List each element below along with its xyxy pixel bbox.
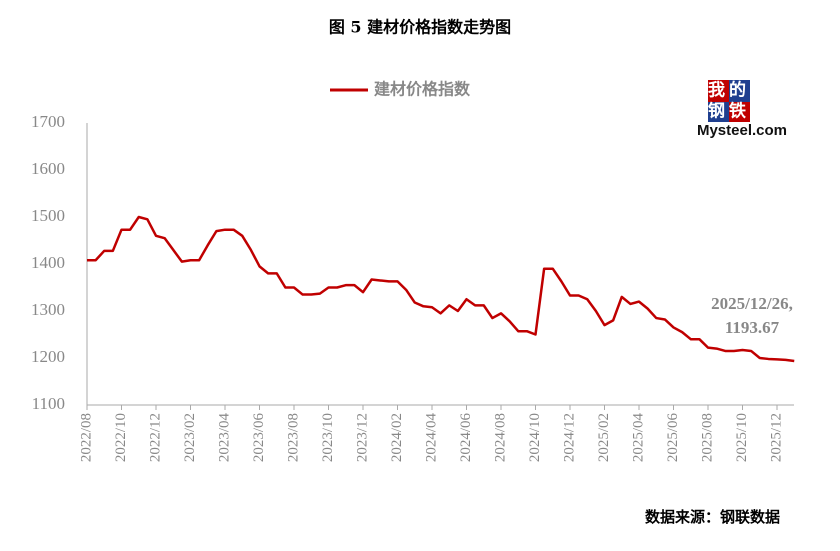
x-tick-label: 2025/02 xyxy=(596,413,612,462)
logo-block xyxy=(729,80,750,102)
logo-text: Mysteel.com xyxy=(697,122,787,139)
x-tick-label: 2025/06 xyxy=(665,413,681,463)
x-tick-label: 2022/10 xyxy=(113,413,129,462)
legend-label: 建材价格指数 xyxy=(374,80,471,99)
x-tick-label: 2024/06 xyxy=(458,413,474,463)
logo-text: 我的 xyxy=(708,80,750,101)
y-tick-label: 1300 xyxy=(31,300,65,319)
logo-block xyxy=(729,102,750,122)
x-tick-label: 2024/02 xyxy=(389,413,405,462)
x-tick-label: 2024/10 xyxy=(527,413,543,462)
source: 数据来源：钢联数据 xyxy=(645,508,780,526)
x-tick-label: 2025/04 xyxy=(630,413,646,463)
x-tick-label: 2023/10 xyxy=(320,413,336,462)
x-tick-label: 2024/08 xyxy=(492,413,508,462)
x-tick-label: 2025/12 xyxy=(768,413,784,462)
y-tick-label: 1500 xyxy=(31,206,65,225)
x-tick-label: 2025/10 xyxy=(734,413,750,462)
series-line xyxy=(87,215,795,363)
x-tick-label: 2023/12 xyxy=(354,413,370,462)
y-tick-label: 1600 xyxy=(31,159,65,178)
x-tick-label: 2024/04 xyxy=(423,413,439,463)
chart-title: 图 5 建材价格指数走势图 xyxy=(329,18,511,37)
y-tick-label: 1200 xyxy=(31,347,65,366)
x-tick-label: 2023/02 xyxy=(182,413,198,462)
x-tick-label: 2023/06 xyxy=(251,413,267,463)
x-tick-label: 2023/08 xyxy=(285,413,301,462)
y-tick-label: 1400 xyxy=(31,253,65,272)
x-tick-label: 2024/12 xyxy=(561,413,577,462)
y-tick-label: 1700 xyxy=(31,112,65,131)
x-tick-label: 2022/08 xyxy=(78,413,94,462)
logo-text: 钢铁 xyxy=(708,101,750,122)
logo-block xyxy=(708,80,729,102)
y-tick-label: 1100 xyxy=(32,394,65,413)
x-tick-label: 2022/12 xyxy=(147,413,163,462)
annotation: 2025/12/26, xyxy=(711,294,793,313)
x-tick-label: 2025/08 xyxy=(699,413,715,462)
x-tick-label: 2023/04 xyxy=(216,413,232,463)
logo-block xyxy=(708,102,729,122)
annotation: 1193.67 xyxy=(725,318,780,337)
